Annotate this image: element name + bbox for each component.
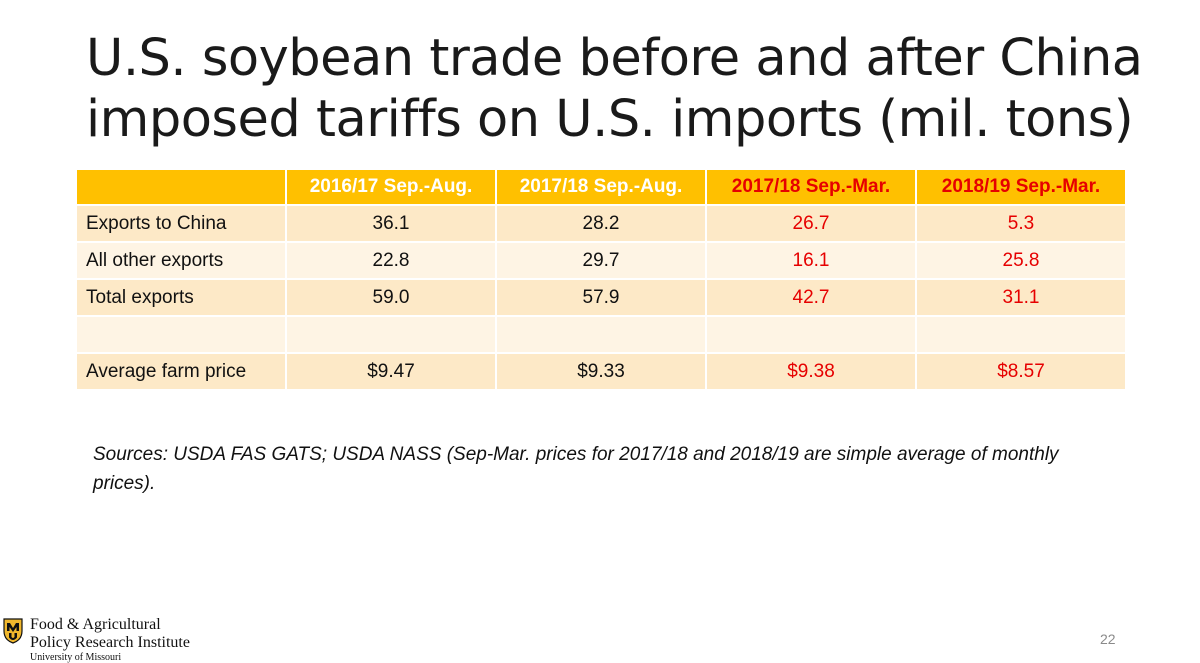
table-row: All other exports 22.8 29.7 16.1 25.8 [77, 243, 1127, 280]
table-cell: $9.47 [287, 354, 497, 391]
row-label: Total exports [77, 280, 287, 317]
slide-title: U.S. soybean trade before and after Chin… [86, 29, 1143, 149]
table-cell [497, 317, 707, 354]
table-cell [917, 317, 1127, 354]
table-cell: 5.3 [917, 206, 1127, 243]
row-label: All other exports [77, 243, 287, 280]
sources-note: Sources: USDA FAS GATS; USDA NASS (Sep-M… [93, 444, 1059, 494]
logo-line-2: Policy Research Institute [30, 634, 190, 651]
table-cell: $9.38 [707, 354, 917, 391]
table-cell: $9.33 [497, 354, 707, 391]
table-cell: 25.8 [917, 243, 1127, 280]
column-header: 2017/18 Sep.-Aug. [497, 170, 707, 206]
column-header: 2016/17 Sep.-Aug. [287, 170, 497, 206]
table-cell [287, 317, 497, 354]
table-cell: 16.1 [707, 243, 917, 280]
header-corner [77, 170, 287, 206]
table-cell: 29.7 [497, 243, 707, 280]
table-cell: 26.7 [707, 206, 917, 243]
table-row: Exports to China 36.1 28.2 26.7 5.3 [77, 206, 1127, 243]
column-header: 2017/18 Sep.-Mar. [707, 170, 917, 206]
table-row [77, 317, 1127, 354]
table-cell: 28.2 [497, 206, 707, 243]
table-cell [707, 317, 917, 354]
page-number: 22 [1100, 631, 1116, 647]
logo-line-1: Food & Agricultural [30, 616, 161, 633]
fapri-logo: Food & Agricultural Policy Research Inst… [3, 614, 203, 663]
table-cell: 36.1 [287, 206, 497, 243]
table-row: Total exports 59.0 57.9 42.7 31.1 [77, 280, 1127, 317]
row-label [77, 317, 287, 354]
table-cell: 22.8 [287, 243, 497, 280]
table-header-row: 2016/17 Sep.-Aug. 2017/18 Sep.-Aug. 2017… [77, 170, 1127, 206]
table-cell: 59.0 [287, 280, 497, 317]
university-missouri-logo-icon [3, 618, 23, 644]
table-cell: $8.57 [917, 354, 1127, 391]
table-row: Average farm price $9.47 $9.33 $9.38 $8.… [77, 354, 1127, 391]
table-cell: 57.9 [497, 280, 707, 317]
column-header: 2018/19 Sep.-Mar. [917, 170, 1127, 206]
row-label: Average farm price [77, 354, 287, 391]
logo-line-3: University of Missouri [30, 652, 122, 663]
row-label: Exports to China [77, 206, 287, 243]
table-cell: 42.7 [707, 280, 917, 317]
soybean-trade-table: 2016/17 Sep.-Aug. 2017/18 Sep.-Aug. 2017… [77, 170, 1127, 391]
table-cell: 31.1 [917, 280, 1127, 317]
